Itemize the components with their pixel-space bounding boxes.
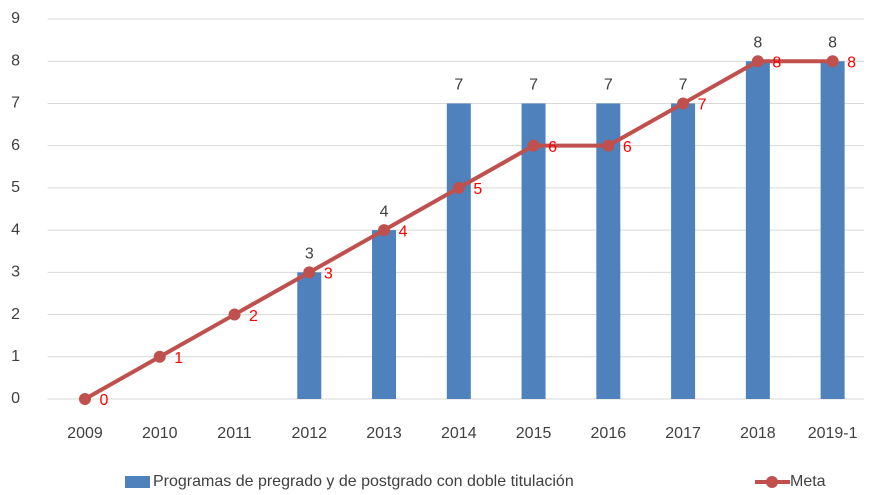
x-tick-label: 2019-1 [808, 425, 858, 442]
bar-value-label: 3 [305, 246, 314, 263]
bar [820, 61, 845, 399]
line-marker [677, 97, 690, 110]
line-marker [228, 308, 241, 321]
bar-value-label: 7 [679, 77, 688, 94]
x-tick-label: 2011 [217, 425, 252, 442]
y-tick-label: 0 [11, 390, 20, 407]
line-value-label: 8 [772, 54, 781, 71]
bar [297, 272, 322, 399]
line-marker [826, 55, 839, 68]
line-value-label: 2 [249, 308, 258, 325]
line-marker [303, 266, 316, 279]
legend-label: Programas de pregrado y de postgrado con… [153, 473, 574, 490]
bar-value-label: 7 [604, 77, 613, 94]
bar [446, 103, 471, 399]
y-tick-label: 1 [11, 348, 20, 365]
bar [745, 61, 770, 399]
line-value-label: 4 [399, 223, 408, 240]
bar-value-label: 7 [529, 77, 538, 94]
line-value-label: 3 [324, 266, 333, 283]
line-marker [527, 139, 540, 152]
bar-value-label: 8 [828, 34, 837, 51]
y-tick-label: 7 [11, 95, 20, 112]
line-value-label: 5 [473, 181, 482, 198]
line-marker [452, 181, 465, 194]
bar [372, 230, 397, 399]
line-value-label: 6 [548, 139, 557, 156]
line-marker [751, 55, 764, 68]
line-marker [378, 224, 391, 237]
x-tick-label: 2014 [441, 425, 477, 442]
line-value-label: 6 [623, 139, 632, 156]
y-tick-label: 4 [11, 221, 20, 238]
legend-swatch [125, 476, 150, 488]
x-tick-label: 2018 [740, 425, 776, 442]
x-tick-label: 2009 [67, 425, 103, 442]
x-tick-label: 2013 [366, 425, 402, 442]
bar [671, 103, 696, 399]
line-value-label: 8 [847, 54, 856, 71]
y-tick-label: 6 [11, 137, 20, 154]
bar-value-label: 4 [380, 203, 389, 220]
x-tick-label: 2012 [291, 425, 327, 442]
line-value-label: 1 [174, 350, 183, 367]
bar [521, 103, 546, 399]
y-tick-label: 9 [11, 10, 20, 27]
x-tick-label: 2010 [142, 425, 178, 442]
line-marker [78, 393, 91, 405]
bar [596, 103, 621, 399]
bar-value-label: 8 [753, 34, 762, 51]
y-tick-label: 5 [11, 179, 20, 196]
line-marker [153, 350, 166, 363]
x-tick-label: 2015 [516, 425, 552, 442]
y-tick-label: 8 [11, 52, 20, 69]
line-marker [602, 139, 615, 152]
y-tick-label: 2 [11, 306, 20, 323]
x-tick-label: 2017 [665, 425, 701, 442]
legend-label: Meta [790, 473, 826, 490]
y-tick-label: 3 [11, 264, 20, 281]
x-tick-label: 2016 [591, 425, 627, 442]
bar-value-label: 7 [454, 77, 463, 94]
line-value-label: 0 [100, 392, 109, 409]
line-value-label: 7 [698, 97, 707, 114]
legend-swatch [766, 476, 778, 488]
